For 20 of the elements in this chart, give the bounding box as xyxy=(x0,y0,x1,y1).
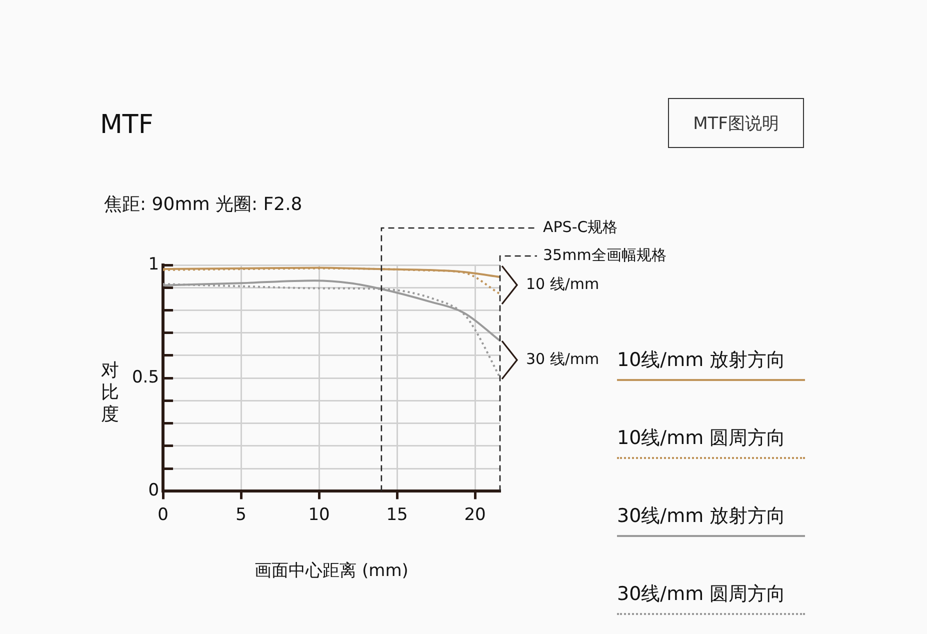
ref-line-label: 35mm全画幅规格 xyxy=(543,246,666,264)
text: 10线/mm 放射方向 xyxy=(617,347,805,381)
x-tick-label: 5 xyxy=(236,504,246,525)
y-axis-title: 对比度 xyxy=(101,360,120,426)
text: 30线/mm 圆周方向 xyxy=(617,581,805,615)
y-tick-label: 0.5 xyxy=(132,368,160,388)
text: 10线/mm 圆周方向 xyxy=(617,425,805,459)
x-tick-label: 15 xyxy=(386,504,408,525)
chart-title: MTF xyxy=(100,110,154,140)
chart-subtitle: 焦距: 90mm 光圈: F2.8 xyxy=(104,193,302,216)
ref-line-label: APS-C规格 xyxy=(543,218,618,236)
x-tick-label: 10 xyxy=(308,504,330,525)
x-tick-label: 20 xyxy=(464,504,486,525)
y-tick-label: 0 xyxy=(148,480,160,501)
x-axis-title: 画面中心距离 (mm) xyxy=(254,561,408,582)
y-tick-label: 1 xyxy=(148,254,160,274)
text: 30线/mm 放射方向 xyxy=(617,503,805,537)
annotation: 10 线/mm xyxy=(526,275,600,294)
annotation: 30 线/mm xyxy=(526,350,600,369)
text: MTF图说明 xyxy=(668,98,804,148)
